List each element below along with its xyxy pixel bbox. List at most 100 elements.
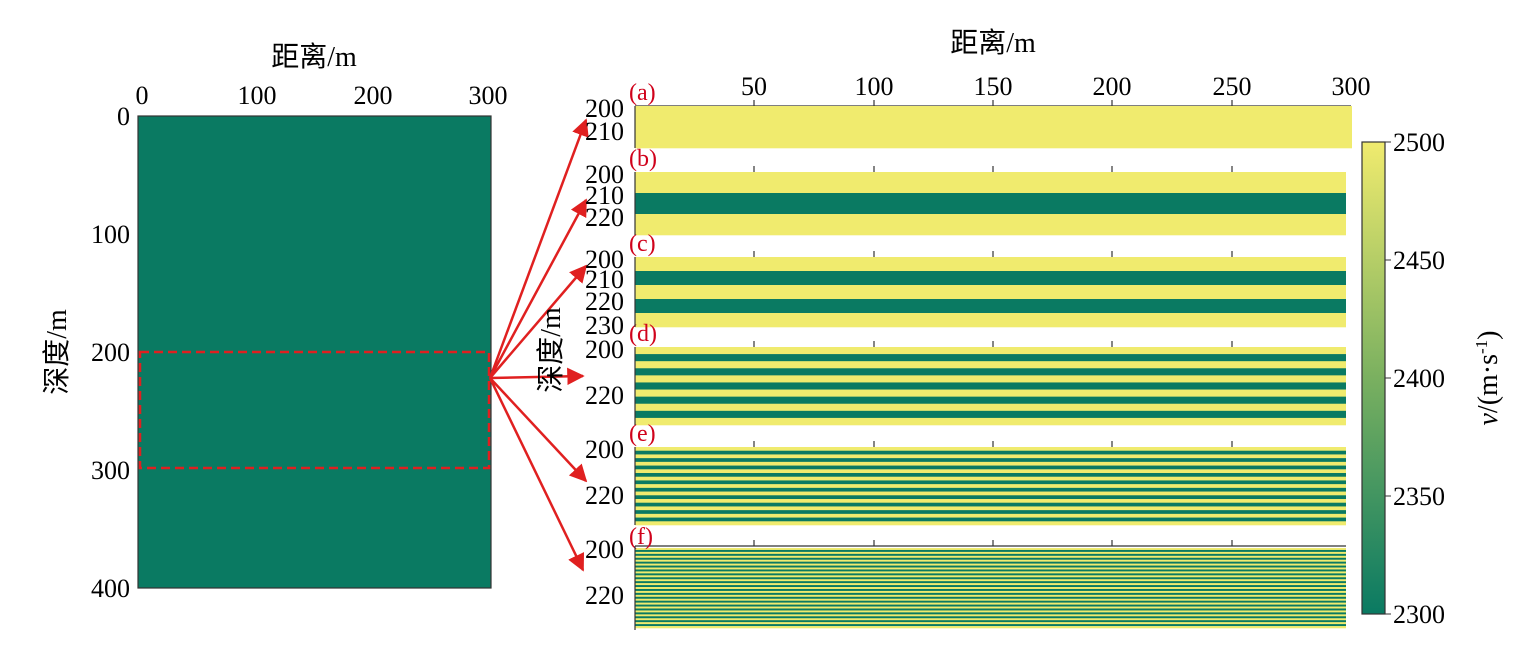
panel-d-layer [635,417,1346,426]
overview-ytick-0: 0 [117,102,130,131]
panel-f-layer [635,606,1346,609]
colorbar-tick-0: 2500 [1393,128,1445,157]
panel-e-layer [635,487,1346,492]
panel-d: (d) 200 220 [585,321,1346,426]
panel-e-layer [635,495,1346,500]
panel-f-layer [635,553,1346,557]
panel-a-ytick-1: 210 [585,117,624,146]
panel-b-layer [635,214,1346,236]
highlight-box [138,350,491,470]
panel-d-layer [635,347,1346,355]
panel-e-stripes [635,447,1346,526]
connector-arrows [488,118,589,572]
panel-f-layer [635,594,1346,598]
panels-axis: 距离/m 50 100 150 200 250 300 深度/m [535,27,1371,393]
panel-d-stripes [635,347,1346,426]
panel-f-layer [635,604,1346,607]
panel-e-layer [635,513,1346,518]
panel-d-ytick-1: 220 [585,381,624,410]
panel-e-layer [635,521,1346,526]
panels-ylabel: 深度/m [535,307,567,393]
panel-b-label: (b) [629,146,657,172]
panel-d-layer [635,396,1346,405]
panel-f-layer [635,571,1346,574]
panel-c-stripes [635,257,1346,328]
panels-xtick-1: 100 [855,72,894,101]
overview-ylabel: 深度/m [41,309,73,395]
panel-a-ytick-0: 200 [585,94,624,123]
panel-f-layer [635,548,1346,551]
panel-e-layer [635,461,1346,466]
arrow-e [489,377,588,483]
panel-tickmarks [753,100,1233,546]
panel-b-ytick-0: 200 [585,160,624,189]
panel-e-layer [635,458,1346,463]
panels-xtick-4: 250 [1213,72,1252,101]
panel-f-layer [635,622,1346,625]
panel-c-ytick-3: 230 [585,311,624,340]
panel-c-label: (c) [629,231,656,257]
panel-d-layer [635,375,1346,383]
colorbar: 2500 2450 2400 2350 2300 v/(m·s-1) [1361,128,1504,629]
panel-f-layer [635,579,1346,582]
panel-b: (b) 200 210 220 [585,146,1346,236]
panel-f-layer [635,588,1346,592]
panel-d-layer [635,410,1346,419]
panel-e-layer [635,476,1346,481]
panel-f-layer [635,561,1346,564]
panel-d-layer [635,382,1346,390]
colorbar-label: v/(m·s-1) [1472,330,1504,425]
panel-e-layer [635,465,1346,470]
panel-f-layer [635,602,1346,605]
overview-xtick-2: 200 [354,81,393,110]
panel-f-layer [635,575,1346,578]
panel-f-layer [635,592,1346,596]
arrow-b [488,198,588,379]
panel-e-layer [635,506,1346,511]
panel-a-label: (a) [629,80,656,106]
panel-e-layer [635,447,1346,452]
panel-f-layer [635,567,1346,570]
panel-f-ytick-0: 200 [585,535,624,564]
panel-d-layer [635,354,1346,362]
panel-d-layer [635,368,1346,376]
panel-d-layer [635,389,1346,397]
panels-xtick-5: 300 [1332,72,1371,101]
overview-frame [137,115,492,589]
panel-e-layer [635,510,1346,515]
colorbar-gradient [1361,141,1386,615]
arrow-f [488,377,585,572]
colorbar-tick-4: 2300 [1393,600,1445,629]
panel-e: (e) 200 220 [585,421,1346,526]
panel-a-layer [635,106,1352,149]
panel-f-layer [635,587,1346,590]
panel-f-layer [635,608,1346,611]
overview-plot: 距离/m 0 100 200 300 0 100 200 300 400 深度/… [41,41,508,603]
panel-f-layer [635,612,1346,615]
panel-f-layer [635,616,1346,619]
arrow-d [489,367,585,386]
panel-f-label: (f) [629,524,653,550]
overview-xlabel: 距离/m [271,41,357,73]
panel-b-layer [635,193,1346,215]
panel-f-stripes [635,548,1346,629]
panel-f-layer [635,569,1346,572]
panel-f: (f) 200 220 [585,524,1346,629]
panel-e-layer [635,517,1346,522]
overview-ytick-4: 400 [91,574,130,603]
overview-ytick-3: 300 [91,456,130,485]
overview-xtick-0: 0 [136,81,149,110]
panel-b-ytick-2: 220 [585,203,624,232]
panel-f-layer [635,583,1346,586]
panel-e-layer [635,480,1346,485]
panel-c-ytick-1: 210 [585,265,624,294]
panel-f-ytick-1: 220 [585,581,624,610]
arrow-a [488,118,589,379]
colorbar-label-exp: -1 [1472,340,1491,354]
panel-e-layer [635,469,1346,474]
panel-f-layer [635,626,1346,629]
panel-c-layer [635,271,1346,286]
panel-f-layer [635,557,1346,561]
panel-f-layer [635,624,1346,627]
colorbar-tick-3: 2350 [1393,482,1445,511]
